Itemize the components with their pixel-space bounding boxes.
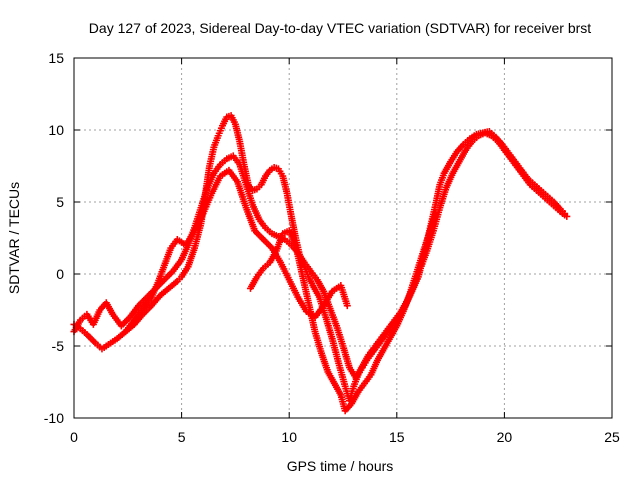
y-tick-label: 5 [56,194,64,210]
series-track-b [70,129,571,382]
gridlines [74,58,612,418]
y-tick-label: 0 [56,266,64,282]
data-point [432,210,440,218]
x-tick-label: 25 [604,429,620,445]
y-axis-label: SDTVAR / TECUs [6,182,22,294]
plot-frame [73,57,613,419]
chart-title: Day 127 of 2023, Sidereal Day-to-day VTE… [89,20,591,36]
x-tick-label: 5 [178,429,186,445]
x-axis-label: GPS time / hours [287,458,394,474]
y-tick-label: 15 [48,50,64,66]
x-tick-label: 10 [281,429,297,445]
data-points [70,112,571,415]
y-tick-label: -5 [52,338,65,354]
y-tick-label: 10 [48,122,64,138]
x-tick-label: 15 [389,429,405,445]
x-tick-labels: 0 5 10 15 20 25 [70,429,620,445]
x-tick-label: 0 [70,429,78,445]
series-track-a [70,112,569,405]
axis-ticks [73,57,613,419]
data-point [563,212,571,220]
series-track-c [122,166,351,336]
data-point [343,302,351,310]
x-tick-label: 20 [497,429,513,445]
y-tick-label: -10 [44,410,64,426]
series-track-d [246,210,440,415]
y-tick-labels: -10 -5 0 5 10 15 [44,50,64,426]
